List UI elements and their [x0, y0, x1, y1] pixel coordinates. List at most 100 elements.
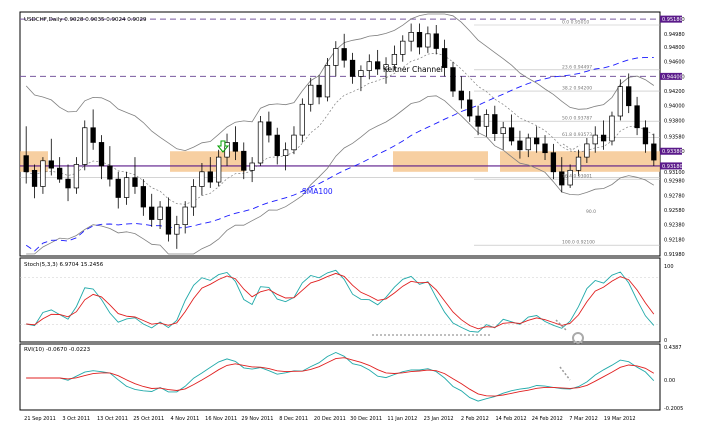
candle-body — [651, 143, 657, 161]
candlesticks — [23, 23, 657, 249]
candle — [82, 120, 88, 171]
candle-body — [299, 103, 305, 136]
candle-body — [517, 140, 523, 151]
candle-body — [190, 186, 197, 208]
candle-body — [475, 115, 481, 127]
candle-body — [140, 186, 146, 208]
date-tick-label: 16 Nov 2011 — [205, 416, 237, 422]
price-tick-label: 0.94000 — [664, 104, 685, 110]
candle-body — [73, 164, 80, 189]
candle — [642, 120, 649, 153]
candle — [165, 197, 172, 242]
keltner-label: Keltner Channel — [383, 65, 443, 74]
candle — [341, 33, 347, 68]
candle-body — [48, 160, 54, 169]
candle-body — [542, 143, 548, 154]
price-marker-label: 0.94400 — [662, 74, 683, 80]
candle-body — [341, 48, 347, 61]
stoch-circle-icon — [572, 332, 584, 344]
candle — [425, 26, 431, 53]
candle-body — [132, 177, 138, 187]
candle — [500, 121, 506, 150]
candle — [157, 201, 163, 230]
candle — [132, 157, 138, 194]
candle-body — [550, 152, 557, 173]
candle — [475, 105, 481, 136]
candle — [182, 201, 188, 234]
candle-body — [282, 149, 289, 157]
candle — [23, 126, 29, 184]
fib-level-label: 100.0 0.92100 — [562, 240, 595, 246]
candle-body — [525, 137, 531, 151]
candle-body — [366, 61, 372, 71]
keltner-upper-band — [25, 13, 655, 152]
candle — [358, 65, 364, 92]
date-tick-label: 30 Dec 2011 — [350, 416, 382, 422]
candle-body — [291, 134, 297, 151]
candle — [626, 73, 632, 114]
candle — [575, 149, 582, 177]
chart-title: USDCHF,Daily 0.9028 0.9035 0.9024 0.9029 — [24, 17, 147, 23]
candle-body — [626, 86, 632, 107]
candle — [433, 25, 439, 55]
candle — [324, 58, 331, 102]
candle-body — [274, 134, 280, 157]
fib-level-label: 23.6 0.94497 — [562, 64, 592, 70]
date-tick-label: 21 Sep 2011 — [24, 416, 56, 422]
candle-body — [383, 64, 389, 70]
fib-level-label: 90.0 — [586, 209, 596, 215]
candle-body — [149, 206, 155, 220]
sma100-line — [25, 56, 654, 252]
candle-body — [65, 178, 71, 189]
candle — [634, 96, 640, 136]
candle — [291, 126, 297, 155]
candle-body — [600, 134, 607, 142]
candle — [333, 41, 339, 77]
fib-level-label: 0.0 0.95010 — [562, 20, 589, 26]
candle — [207, 157, 213, 188]
candle — [534, 126, 540, 153]
up-arrow-icon — [216, 140, 230, 153]
candle — [416, 23, 423, 55]
candle — [617, 79, 623, 121]
date-tick-label: 29 Nov 2011 — [241, 416, 273, 422]
candle — [73, 157, 80, 194]
candle — [483, 109, 490, 137]
candle-body — [425, 33, 431, 48]
stochastic-lines — [20, 269, 660, 333]
candle — [508, 114, 515, 146]
stoch-title: Stoch(5,3,3) 6.9704 15.2456 — [24, 262, 104, 268]
keltner-middle-line — [26, 52, 654, 205]
candle-body — [483, 114, 490, 127]
candle — [584, 138, 590, 163]
price-marker — [660, 147, 682, 155]
candle — [199, 162, 205, 196]
price-tick-label: 0.94600 — [664, 60, 685, 66]
candle-body — [617, 86, 623, 117]
candle-body — [199, 171, 205, 187]
candle — [123, 171, 130, 205]
candle — [274, 127, 280, 165]
candle-body — [232, 142, 239, 152]
date-tick-label: 2 Feb 2012 — [461, 416, 489, 422]
candle — [349, 52, 356, 84]
candle — [241, 142, 247, 180]
candle — [232, 126, 239, 161]
candle-body — [90, 127, 96, 143]
date-tick-label: 11 Jan 2012 — [387, 416, 417, 422]
candle-body — [257, 121, 264, 164]
candle-body — [534, 137, 540, 145]
rvi-title: RVI(10) -0.0670 -0.0223 — [24, 347, 91, 353]
candle — [609, 111, 615, 146]
candle-body — [408, 31, 414, 42]
candle-body — [165, 206, 172, 235]
rvi-axis-bottom: -0.2005 — [664, 406, 683, 412]
price-marker — [660, 72, 682, 80]
candle-body — [592, 134, 598, 145]
candle — [559, 157, 565, 193]
candle — [383, 57, 389, 84]
date-tick-label: 4 Nov 2011 — [171, 416, 200, 422]
candle — [391, 45, 398, 71]
date-tick-label: 20 Dec 2011 — [314, 416, 346, 422]
